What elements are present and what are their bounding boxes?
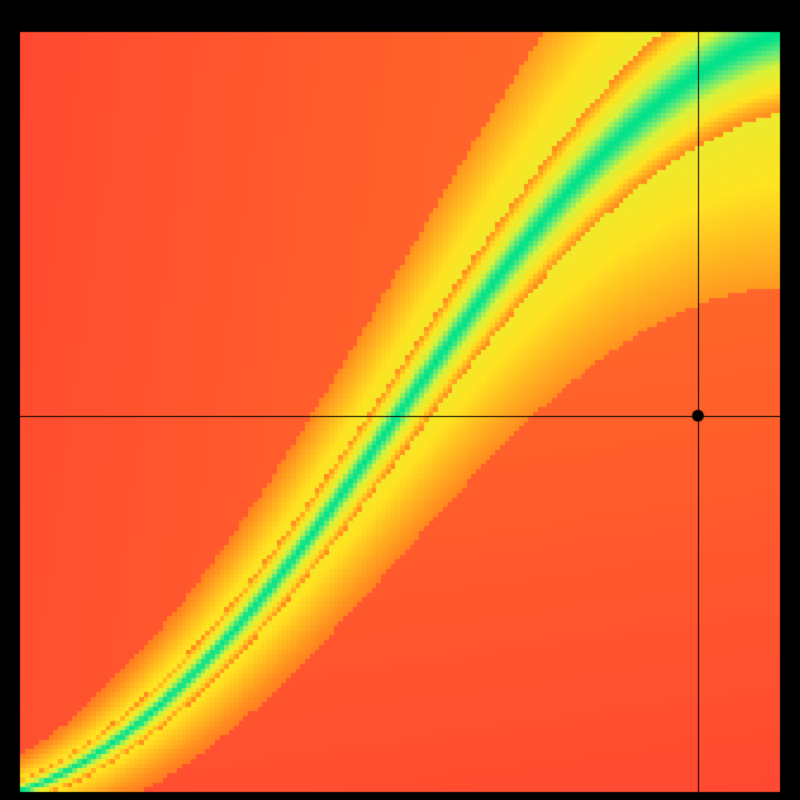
heatmap-plot [0,0,800,800]
chart-container: TheBottleneck.com [0,0,800,800]
